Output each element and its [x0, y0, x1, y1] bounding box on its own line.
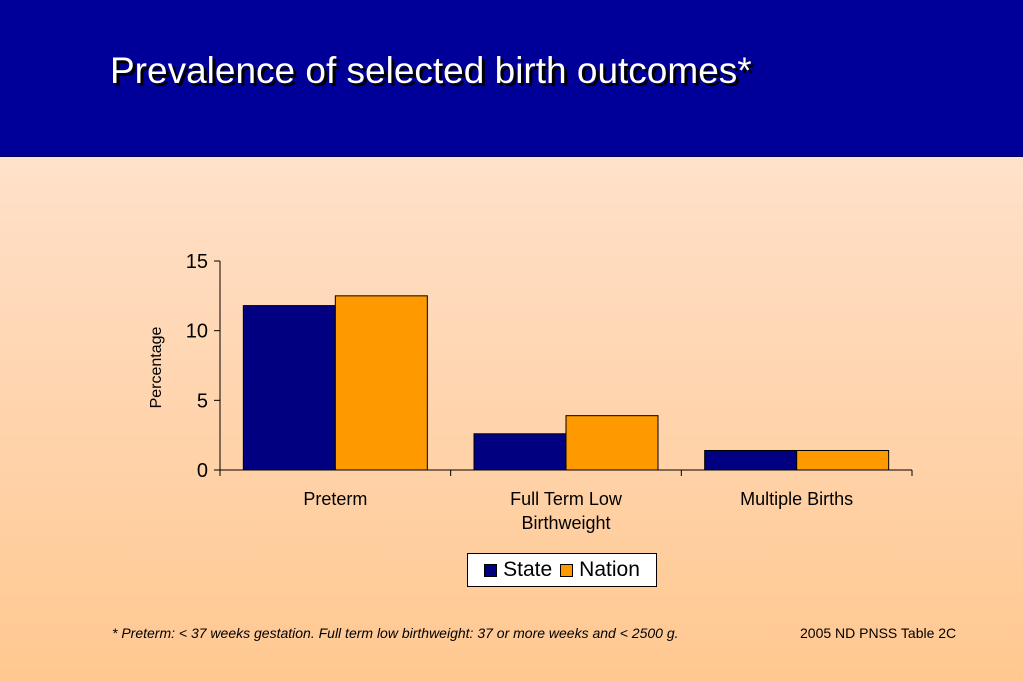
- legend-swatch-nation: [560, 563, 574, 577]
- y-tick-label: 5: [197, 390, 208, 412]
- y-tick-label: 10: [186, 321, 208, 343]
- legend-item-state: State: [484, 558, 552, 582]
- bar-state: [704, 449, 798, 471]
- legend-swatch-state: [484, 563, 498, 577]
- footnote: * Preterm: < 37 weeks gestation. Full te…: [112, 625, 679, 641]
- legend-item-nation: Nation: [560, 558, 640, 582]
- title-bar: Prevalence of selected birth outcomes*: [0, 0, 1023, 157]
- slide-title: Prevalence of selected birth outcomes*: [110, 50, 752, 91]
- x-category-label: Birthweight: [521, 513, 610, 533]
- y-axis-label: Percentage: [148, 326, 165, 408]
- x-category-label: Preterm: [303, 489, 367, 509]
- x-category-label: Multiple Births: [740, 489, 853, 509]
- legend-label-state: State: [503, 558, 553, 581]
- legend-label-nation: Nation: [579, 558, 640, 581]
- bar-nation: [796, 449, 890, 471]
- bar-state: [242, 305, 336, 471]
- x-category-label: Full Term Low: [510, 489, 623, 509]
- bar-state: [473, 433, 567, 471]
- source-note: 2005 ND PNSS Table 2C: [800, 625, 957, 641]
- bar-nation: [334, 295, 428, 471]
- bar-nation: [565, 415, 659, 471]
- y-tick-label: 15: [186, 251, 208, 273]
- chart-legend: State Nation: [467, 553, 657, 587]
- y-tick-label: 0: [197, 460, 208, 482]
